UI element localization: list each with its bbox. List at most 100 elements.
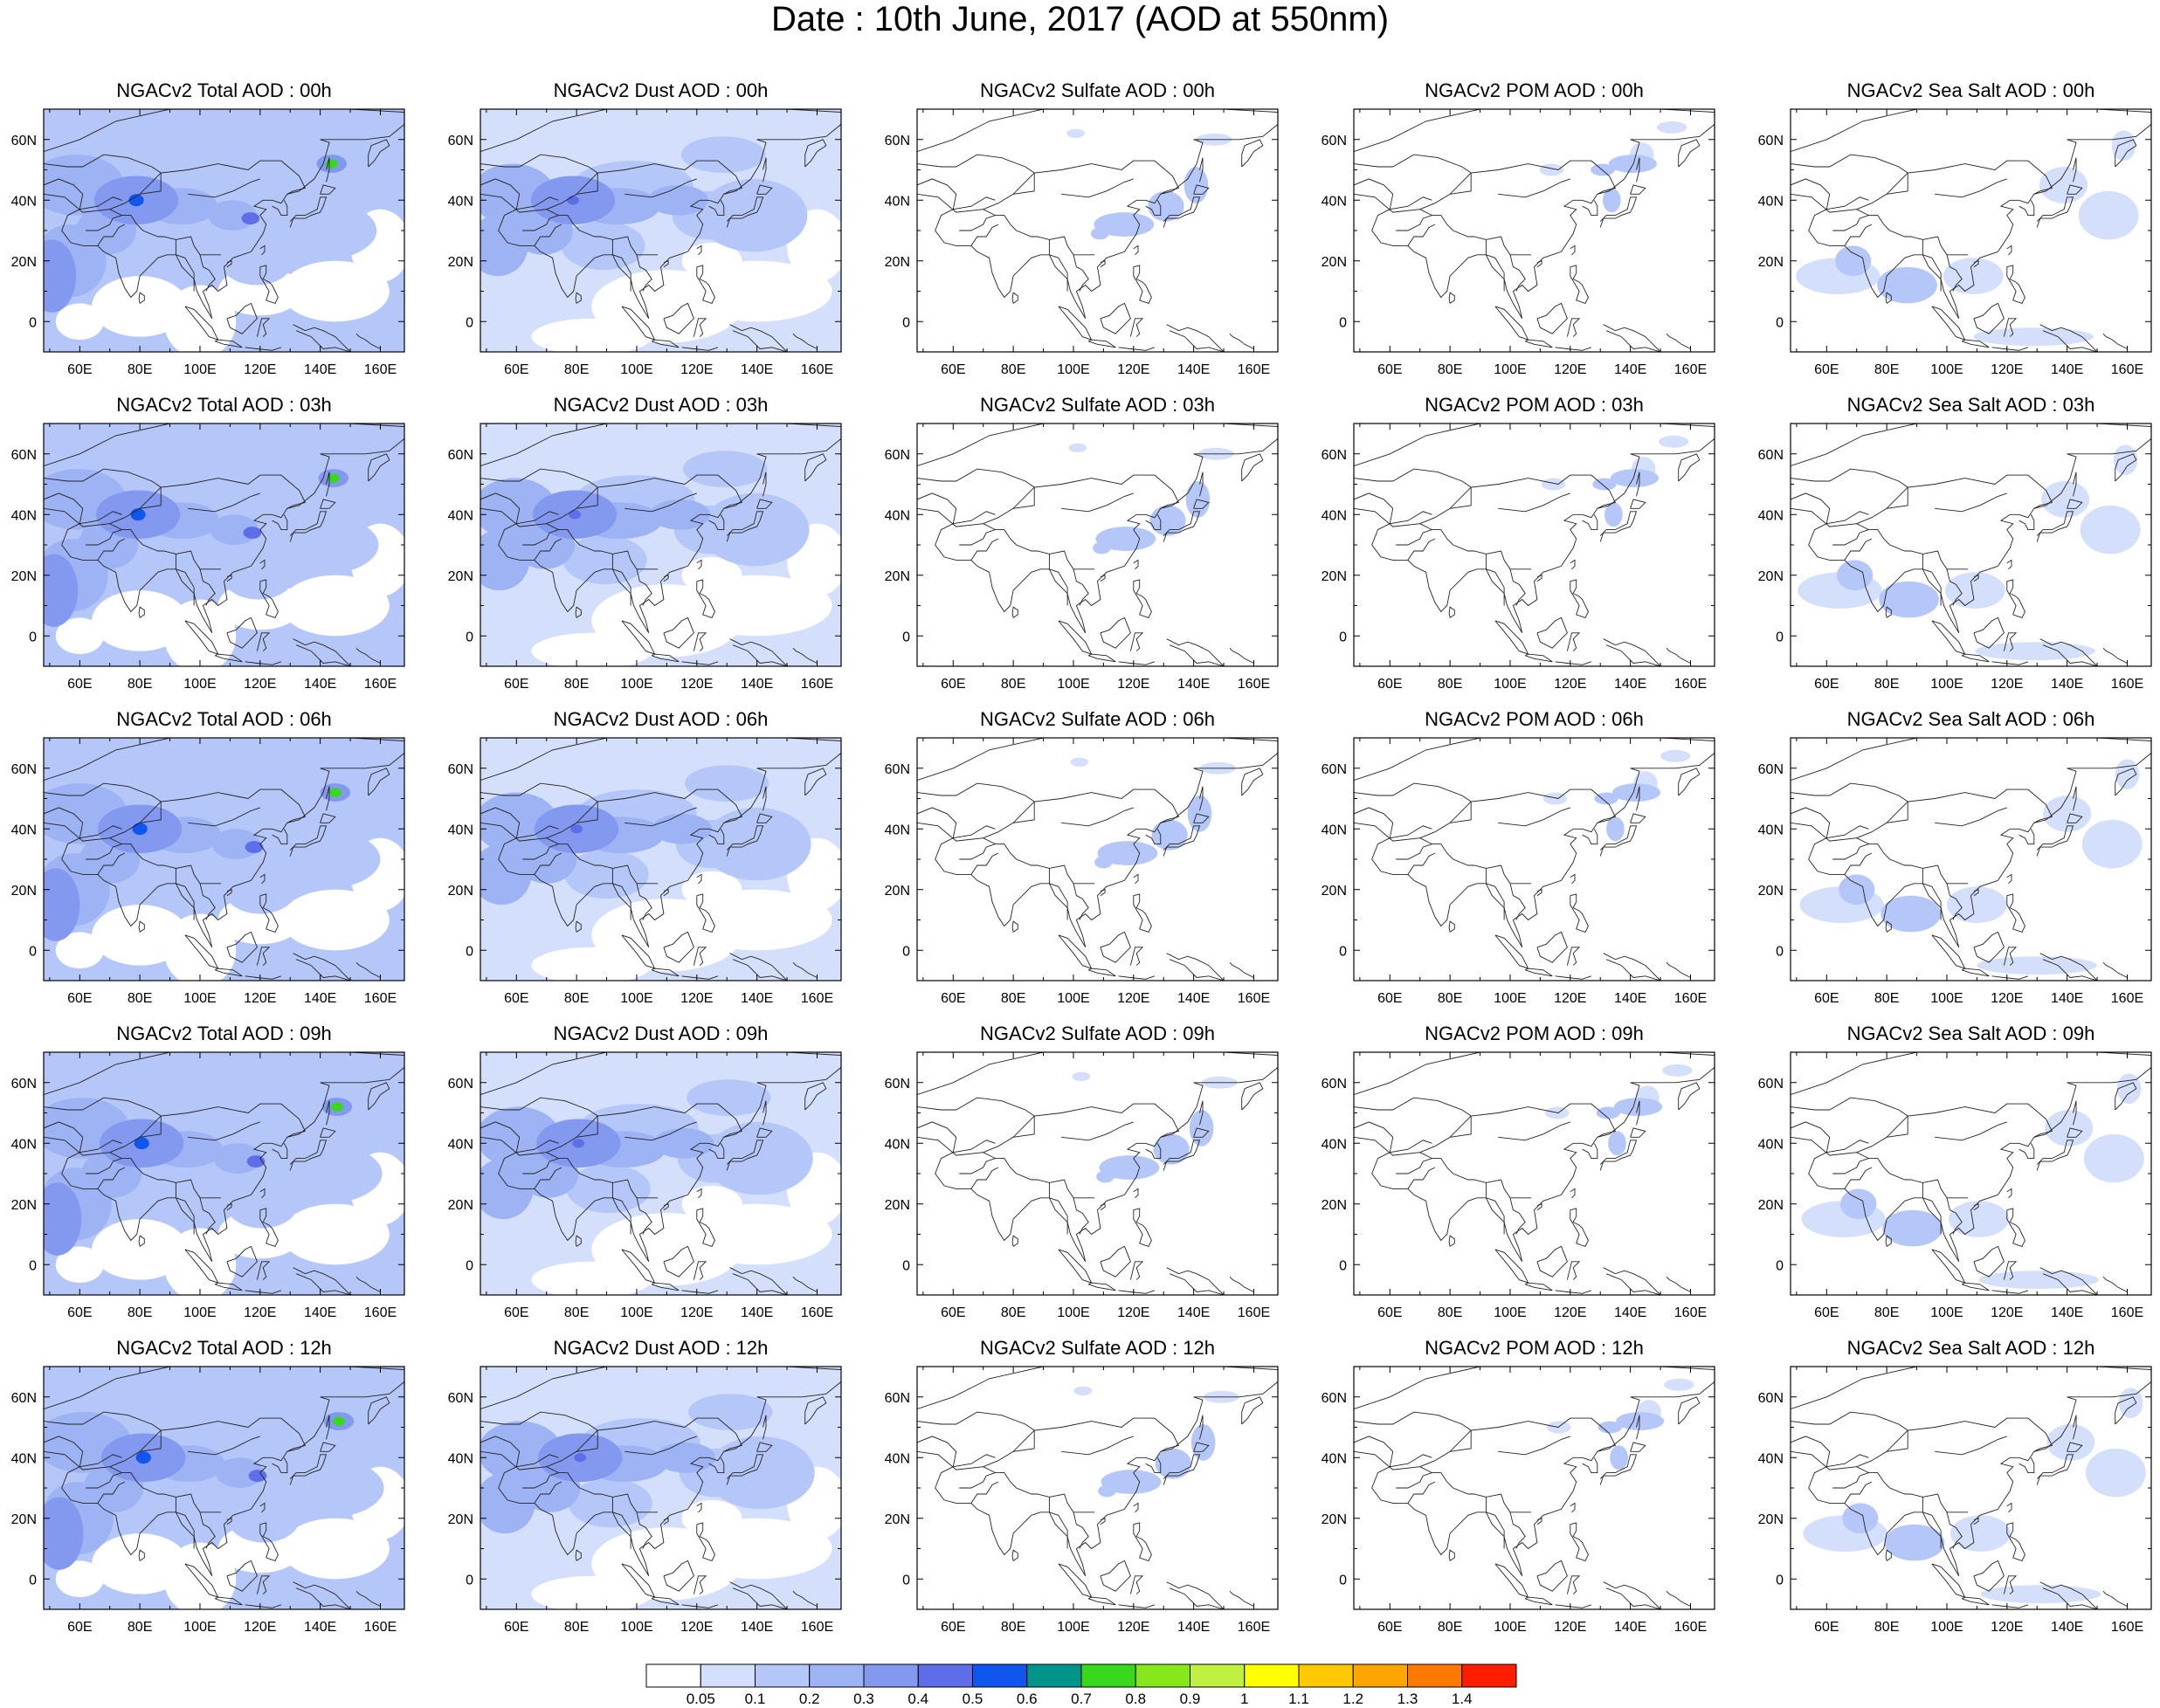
coastline: [259, 559, 266, 570]
lon-tick-label: 60E: [1814, 991, 1839, 1006]
coastline: [1856, 523, 1969, 570]
coastline: [1524, 1282, 1553, 1291]
aod-background-field: [1354, 109, 1715, 352]
colorbar-label: 0.4: [907, 1691, 928, 1706]
lat-tick-label: 40N: [1758, 1137, 1784, 1152]
coastline: [681, 1290, 719, 1294]
panel-title: NGACv2 Sulfate AOD : 03h: [979, 394, 1216, 416]
lon-tick-label: 100E: [1930, 1305, 1963, 1320]
coastline: [959, 844, 996, 860]
coastline: [320, 1127, 336, 1138]
coastline: [1935, 492, 2007, 513]
coastline: [2067, 184, 2083, 195]
coastline: [1603, 1581, 1661, 1609]
coastline: [663, 931, 694, 963]
aod-plume: [1541, 478, 1566, 491]
coastline: [696, 1522, 715, 1561]
coastline: [1566, 1261, 1581, 1280]
aod-plume: [2083, 1133, 2144, 1183]
lon-tick-label: 100E: [1057, 1305, 1089, 1320]
coastline: [575, 1549, 582, 1561]
figure-title: Date : 10th June, 2017 (AOD at 550nm): [770, 0, 1390, 38]
map-plot: 60E 80E 100E 120E 140E 160E 60N 40N 20N 0: [11, 1366, 405, 1635]
coastline: [326, 786, 330, 811]
lon-tick-label: 80E: [1874, 362, 1899, 377]
coastline: [970, 852, 999, 875]
coastline: [1536, 889, 1542, 897]
lat-tick-label: 60N: [11, 448, 37, 463]
coastline: [681, 661, 719, 665]
map-plot: 60E 80E 100E 120E 140E 160E 60N 40N 20N 0: [448, 1051, 842, 1320]
coastline: [1011, 606, 1018, 618]
coastline: [2067, 1127, 2083, 1138]
lat-tick-label: 20N: [1758, 1198, 1784, 1213]
aod-plume: [128, 1472, 219, 1534]
coastline: [534, 852, 562, 875]
lon-tick-label: 120E: [1117, 677, 1149, 692]
aod-plume: [261, 1143, 383, 1204]
coastline: [480, 424, 841, 467]
coastline: [1354, 124, 1715, 320]
coastline: [2102, 1590, 2128, 1607]
lon-tick-label: 140E: [741, 991, 773, 1006]
coastline: [1166, 1581, 1225, 1609]
coastline: [44, 782, 162, 802]
coastline: [1100, 1203, 1106, 1211]
coastline: [575, 1235, 582, 1247]
map-panel: NGACv2 POM AOD : 12h 60E 80E 100E 120E 140E 16…: [1322, 1337, 1715, 1635]
lat-tick-label: 20N: [448, 1198, 473, 1213]
map-plot: 60E 80E 100E 120E 140E 160E 60N 40N 20N 0: [885, 108, 1279, 377]
coastline: [1199, 157, 1204, 183]
lat-tick-label: 0: [29, 630, 37, 644]
lat-tick-label: 20N: [1758, 255, 1784, 270]
coastline: [1599, 511, 1638, 542]
coastline: [2003, 1261, 2018, 1280]
lat-tick-label: 0: [1339, 1573, 1347, 1587]
aod-plume: [1189, 1110, 1214, 1147]
coastline: [708, 514, 725, 531]
map-panel: NGACv2 Sulfate AOD : 06h 60E 80E 100E 120E 14…: [885, 708, 1279, 1006]
coastline: [756, 184, 773, 195]
coastline: [2115, 768, 2137, 796]
coastline: [1396, 844, 1432, 860]
map-plot: 60E 80E 100E 120E 140E 160E 60N 40N 20N 0: [11, 1051, 405, 1320]
lon-tick-label: 140E: [1614, 991, 1646, 1006]
aod-plume: [1149, 505, 1186, 536]
aod-plume: [567, 196, 579, 205]
lat-tick-label: 60N: [885, 1391, 910, 1406]
aod-plume: [1610, 1445, 1628, 1470]
lat-tick-label: 40N: [885, 823, 910, 837]
low-aod-patch: [531, 1261, 652, 1295]
coastline: [1498, 492, 1570, 513]
coastline: [1566, 632, 1581, 651]
lon-tick-label: 100E: [1494, 362, 1526, 377]
coastline: [1570, 1188, 1576, 1199]
lon-tick-label: 100E: [620, 362, 652, 377]
coastline: [792, 961, 818, 978]
coastline: [1791, 1367, 2151, 1410]
coastline: [1100, 1560, 1131, 1592]
coastline: [1636, 786, 1640, 811]
coastline: [1570, 1502, 1576, 1513]
lon-tick-label: 160E: [801, 991, 833, 1006]
map-panel: NGACv2 Sulfate AOD : 03h 60E 80E 100E 120E 14…: [885, 394, 1279, 692]
coastline: [293, 953, 351, 981]
lat-tick-label: 0: [466, 315, 473, 330]
coastline: [1354, 1367, 1715, 1410]
map-plot: 60E 80E 100E 120E 140E 160E 60N 40N 20N 0: [448, 1366, 842, 1635]
coastline: [1118, 347, 1156, 351]
coastline: [1354, 1381, 1715, 1577]
lon-tick-label: 160E: [2111, 362, 2143, 377]
coastline: [522, 844, 559, 860]
lon-tick-label: 60E: [67, 677, 92, 692]
aod-plume: [2116, 1073, 2142, 1105]
coastline: [2019, 514, 2035, 531]
coastline: [1354, 782, 1472, 802]
aod-plume: [704, 1121, 813, 1195]
coastline: [1229, 1276, 1254, 1292]
coastline: [2006, 893, 2025, 933]
coastline: [917, 1067, 1278, 1263]
colorbar-label: 0.2: [799, 1691, 820, 1706]
coastline: [1826, 196, 1869, 210]
coastline: [245, 975, 282, 980]
